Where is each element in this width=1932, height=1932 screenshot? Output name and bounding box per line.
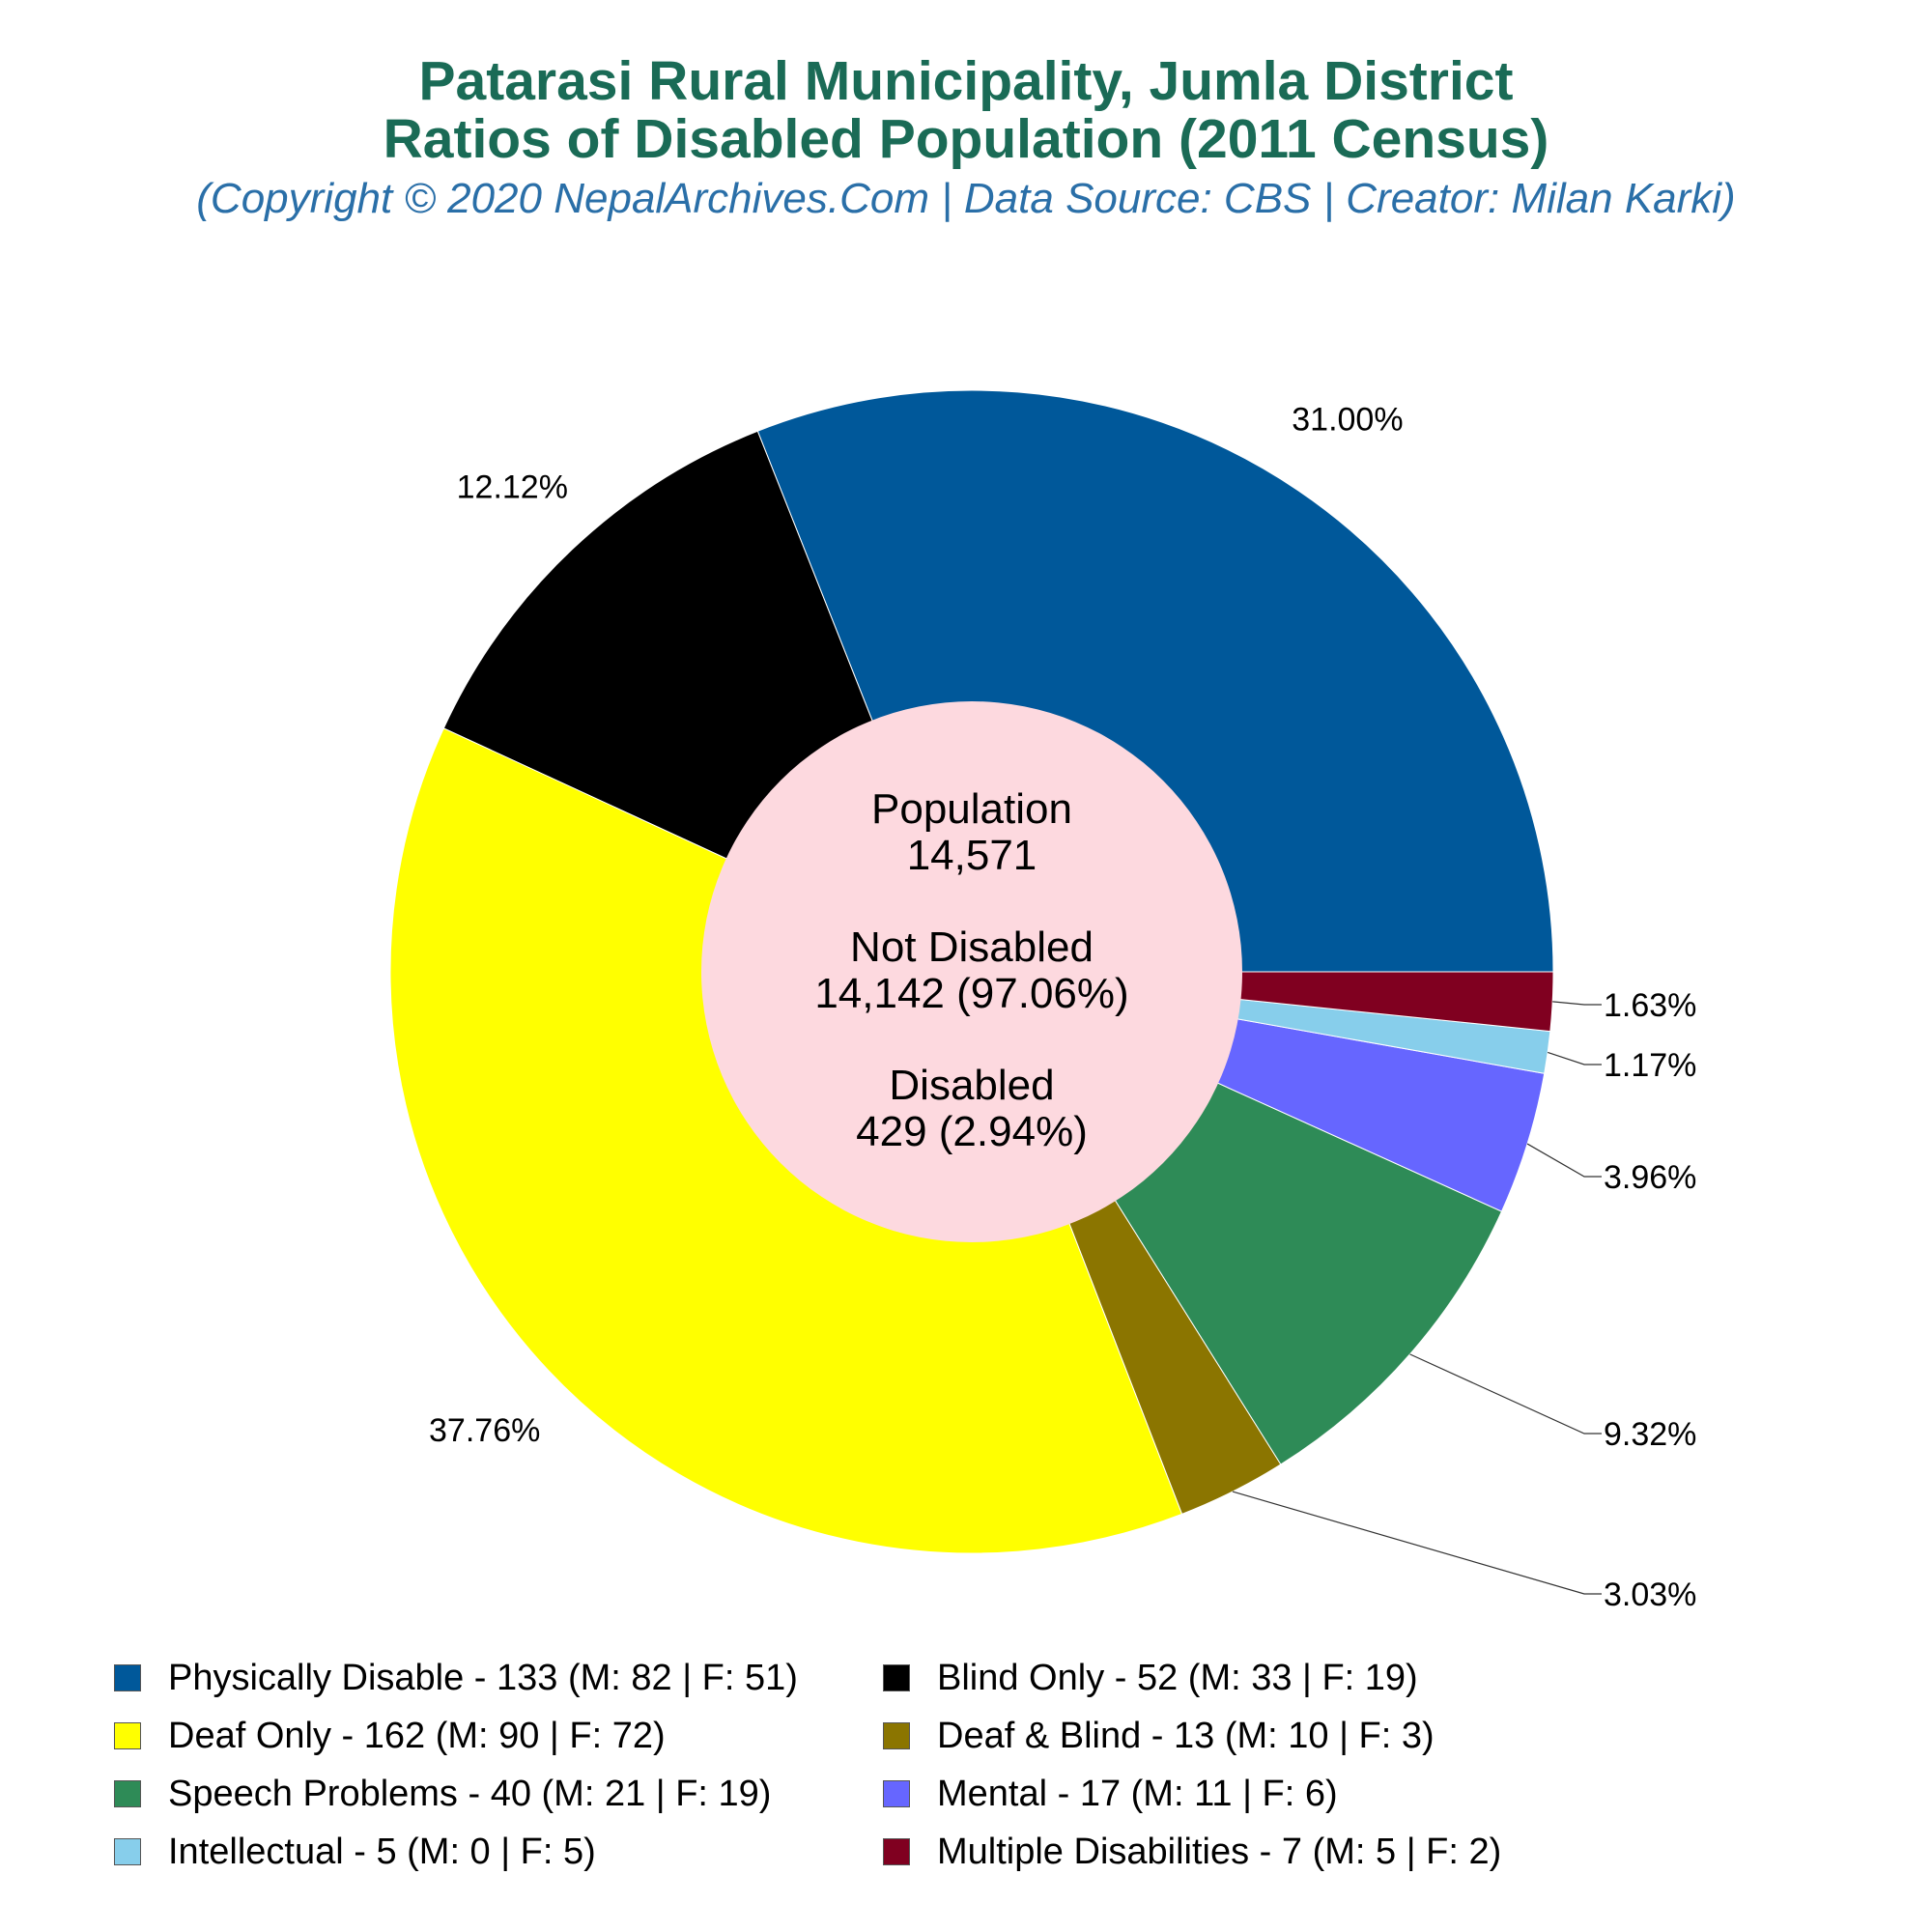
- leader-line-multiple-disabilities: [1552, 1001, 1602, 1006]
- percent-label-multiple-disabilities: 1.63%: [1604, 987, 1696, 1024]
- center-population-label: Population: [871, 785, 1072, 833]
- percent-labels-group: 31.00% 12.12% 37.76% 3.03% 9.32% 3.96% 1.17% 1.…: [429, 402, 1696, 1613]
- center-not-disabled-label: Not Disabled: [850, 923, 1094, 971]
- center-not-disabled-value: 14,142 (97.06%): [814, 970, 1128, 1017]
- percent-label-blind-only: 12.12%: [457, 469, 568, 505]
- center-disabled-label: Disabled: [889, 1062, 1054, 1109]
- donut-hole: [701, 701, 1242, 1242]
- chart-title-line-2: Ratios of Disabled Population (2011 Cens…: [383, 108, 1549, 170]
- chart-title-line-1: Patarasi Rural Municipality, Jumla Distr…: [418, 50, 1514, 112]
- percent-label-intellectual: 1.17%: [1604, 1047, 1696, 1084]
- center-population-value: 14,571: [907, 832, 1037, 879]
- center-disabled-value: 429 (2.94%): [856, 1108, 1088, 1155]
- leader-line-intellectual: [1547, 1051, 1602, 1065]
- percent-label-mental: 3.96%: [1604, 1159, 1696, 1196]
- percent-label-deaf-only: 37.76%: [429, 1412, 540, 1449]
- chart-subtitle: (Copyright © 2020 NepalArchives.Com | Da…: [196, 175, 1736, 222]
- leader-lines-group: [1232, 1001, 1602, 1595]
- percent-label-deaf-and-blind: 3.03%: [1604, 1577, 1696, 1613]
- percent-label-speech-problems: 9.32%: [1604, 1416, 1696, 1453]
- leader-line-mental: [1526, 1143, 1602, 1178]
- leader-line-speech-problems: [1409, 1353, 1602, 1435]
- percent-label-physically-disable: 31.00%: [1292, 402, 1403, 439]
- leader-line-deaf-and-blind: [1232, 1491, 1602, 1595]
